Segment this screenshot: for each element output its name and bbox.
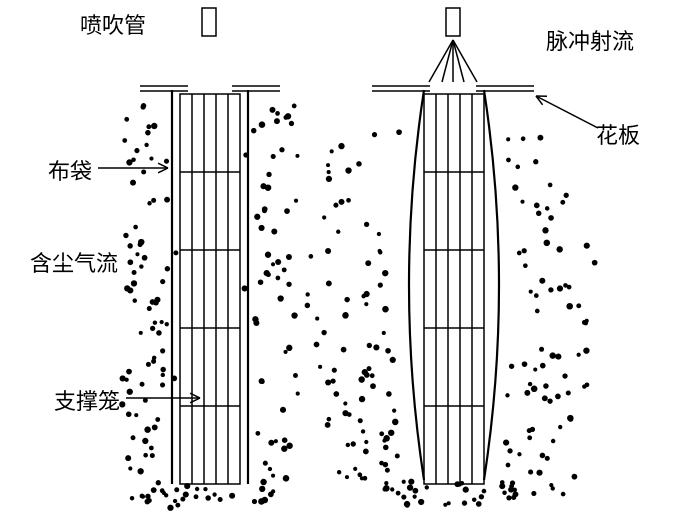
label-nozzle: 喷吹管 [80, 8, 146, 40]
label-jet: 脉冲射流 [546, 24, 634, 56]
label-cage: 支撑笼 [54, 384, 120, 416]
label-plate: 花板 [596, 118, 640, 150]
label-bag: 布袋 [48, 154, 92, 186]
label-airflow: 含尘气流 [30, 246, 118, 278]
